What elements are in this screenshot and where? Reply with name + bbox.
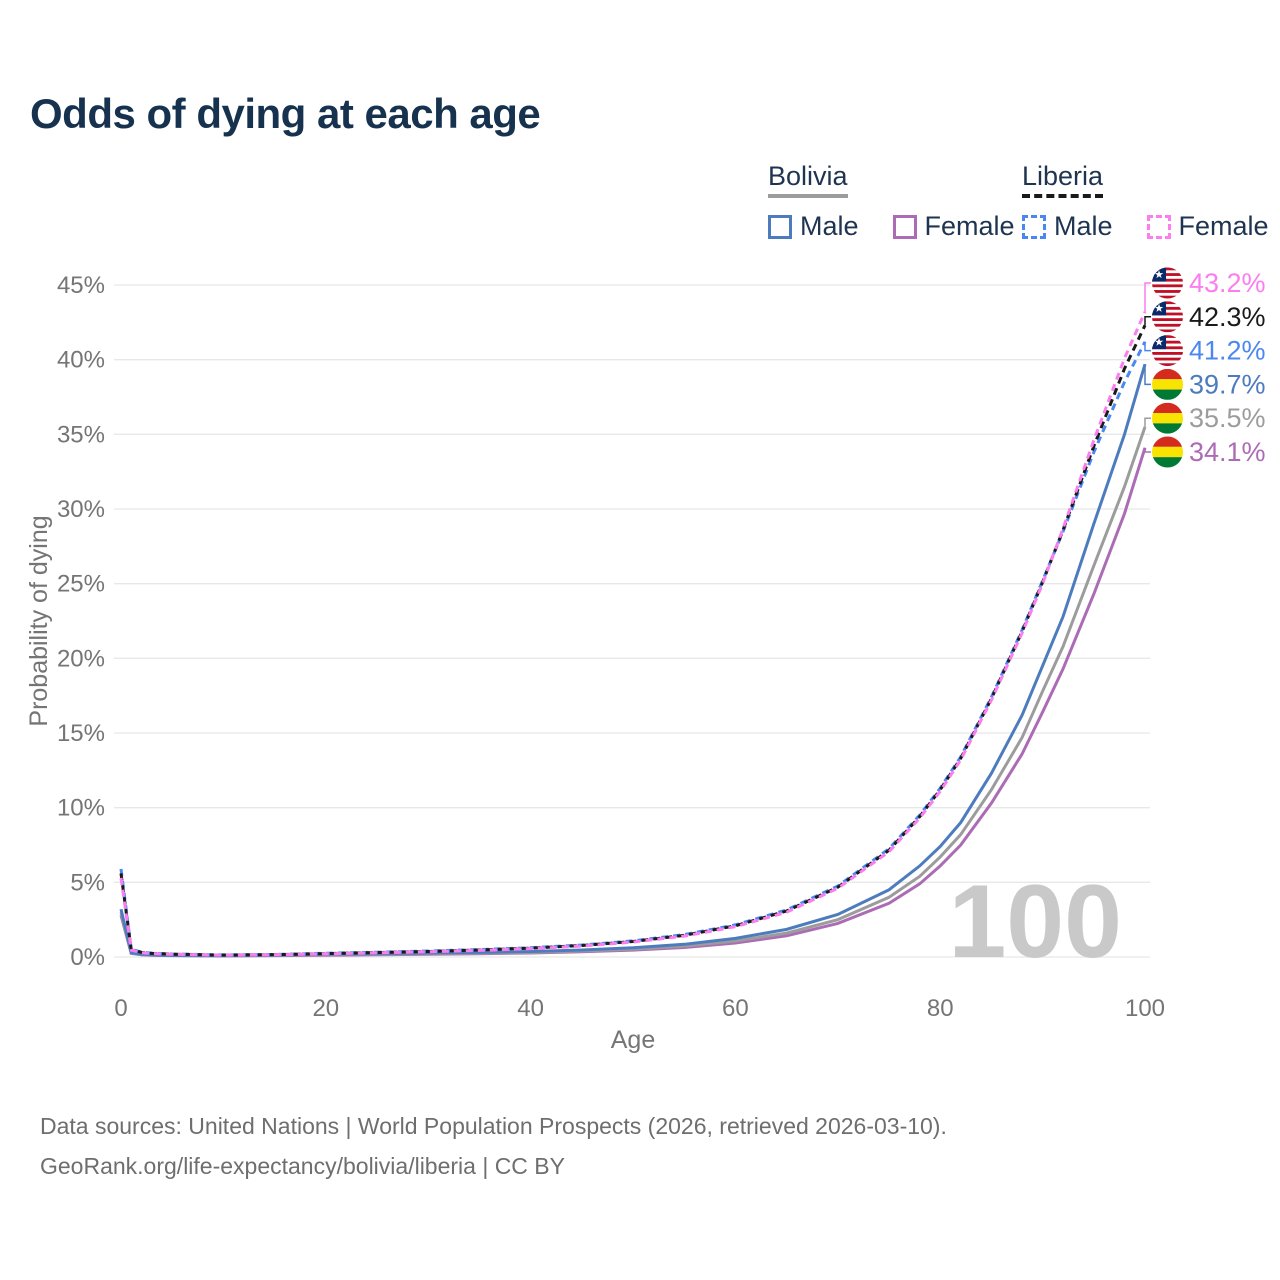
- liberia-flag-icon: [1152, 335, 1183, 366]
- y-tick-label: 10%: [57, 795, 105, 822]
- end-label-connector-bolivia-female: [1144, 447, 1151, 453]
- bolivia-flag-icon: [1152, 403, 1183, 434]
- y-tick-label: 0%: [70, 944, 105, 971]
- bolivia-flag-icon: [1152, 369, 1183, 400]
- bolivia-flag-icon: [1152, 437, 1183, 468]
- liberia-flag-icon: [1152, 301, 1183, 332]
- y-tick-label: 45%: [57, 272, 105, 299]
- bolivia-male-swatch-icon: [768, 214, 792, 239]
- y-tick-label: 30%: [57, 496, 105, 523]
- bolivia-female-swatch-icon: [892, 214, 917, 239]
- end-value-label-liberia-female: 43.2%: [1189, 268, 1266, 298]
- end-label-connector-liberia-male: [1144, 341, 1151, 352]
- y-tick-label: 15%: [57, 720, 105, 747]
- liberia-male-swatch-icon: [1022, 214, 1046, 239]
- end-value-label-liberia-male: 41.2%: [1189, 336, 1266, 366]
- legend-label-liberia-female: Female: [1178, 211, 1269, 241]
- x-tick-label: 0: [114, 995, 127, 1022]
- liberia-female-swatch-icon: [1146, 214, 1171, 239]
- y-tick-label: 20%: [57, 645, 105, 672]
- legend-row-liberia: Male Female: [1022, 211, 1269, 242]
- x-tick-label: 100: [1125, 995, 1165, 1022]
- end-label-connector-bolivia: [1144, 417, 1151, 427]
- y-tick-label: 5%: [70, 869, 105, 896]
- y-tick-label: 35%: [57, 421, 105, 448]
- legend-label-bolivia-female: Female: [924, 211, 1015, 241]
- x-tick-label: 20: [312, 995, 339, 1022]
- series-line-liberia[interactable]: [119, 324, 1147, 957]
- series-layer: [119, 311, 1147, 958]
- age-counter-watermark: 100: [948, 864, 1122, 980]
- x-tick-label: 80: [927, 995, 954, 1022]
- footer-attribution: GeoRank.org/life-expectancy/bolivia/libe…: [40, 1153, 565, 1179]
- legend-country-bolivia[interactable]: Bolivia: [768, 161, 848, 198]
- end-labels-layer: 43.2% 42.3% 41.2%39.7% 35.5% 34.1%: [1144, 268, 1266, 468]
- page-title: Odds of dying at each age: [30, 90, 541, 137]
- legend-group-bolivia: Bolivia Male Female: [768, 161, 1015, 242]
- gridlines-layer: 0% 5% 10% 15% 20% 25% 30% 35% 40% 45% 0 20 40 60 80 100: [57, 272, 1165, 1022]
- end-label-connector-bolivia-male: [1144, 364, 1151, 386]
- x-tick-label: 40: [517, 995, 544, 1022]
- liberia-flag-icon: [1152, 268, 1183, 299]
- end-label-connector-liberia: [1144, 316, 1151, 326]
- x-axis-title: Age: [611, 1026, 655, 1054]
- y-tick-label: 25%: [57, 571, 105, 598]
- end-value-label-bolivia-male: 39.7%: [1189, 369, 1266, 399]
- legend-row-bolivia: Male Female: [768, 211, 1015, 242]
- legend-item-bolivia-female[interactable]: Female: [892, 211, 1015, 242]
- end-value-label-liberia: 42.3%: [1189, 302, 1266, 332]
- footer-data-sources: Data sources: United Nations | World Pop…: [40, 1113, 947, 1139]
- y-axis-title: Probability of dying: [25, 515, 53, 726]
- legend-label-liberia-male: Male: [1054, 211, 1113, 241]
- legend-item-liberia-female[interactable]: Female: [1146, 211, 1269, 242]
- chart-legend: Bolivia Male Female Liberia Male Female: [0, 161, 1280, 241]
- end-value-label-bolivia-female: 34.1%: [1189, 437, 1266, 467]
- x-tick-label: 60: [722, 995, 749, 1022]
- legend-label-bolivia-male: Male: [800, 211, 859, 241]
- legend-item-liberia-male[interactable]: Male: [1022, 211, 1113, 242]
- legend-item-bolivia-male[interactable]: Male: [768, 211, 859, 242]
- end-value-label-bolivia: 35.5%: [1189, 403, 1266, 433]
- footer: Data sources: United Nations | World Pop…: [40, 1106, 947, 1186]
- end-label-connector-liberia-female: [1144, 282, 1151, 312]
- legend-country-liberia[interactable]: Liberia: [1022, 161, 1104, 198]
- y-tick-label: 40%: [57, 347, 105, 374]
- series-line-liberia-female[interactable]: [119, 311, 1147, 957]
- legend-group-liberia: Liberia Male Female: [1022, 161, 1269, 242]
